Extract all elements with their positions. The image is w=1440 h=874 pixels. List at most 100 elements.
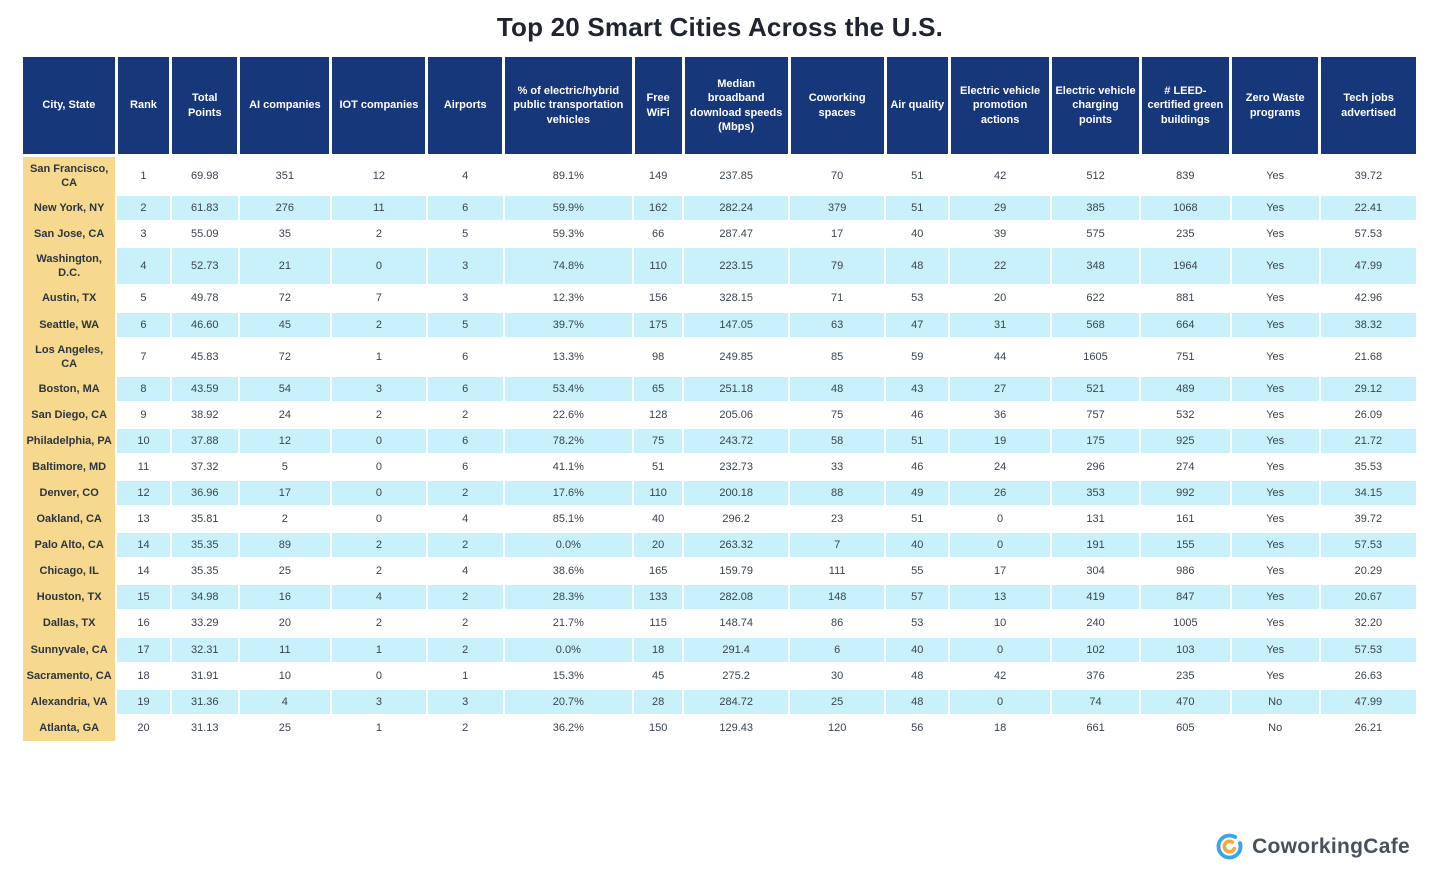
table-cell: 12	[116, 480, 172, 508]
table-cell: 282.08	[683, 584, 791, 612]
table-row: Houston, TX 15 34.98 16 4 2 28.3% 133 282.08 148 5…	[23, 584, 1416, 612]
table-cell: 348	[1050, 247, 1142, 287]
table-cell: 34.98	[170, 584, 240, 612]
table-row: Baltimore, MD 11 37.32 5 0 6 41.1% 51 232.73 33 46…	[23, 454, 1416, 482]
table-cell: 40	[633, 506, 685, 534]
city-cell: Los Angeles, CA	[23, 337, 118, 376]
table-cell: 4	[330, 584, 428, 612]
table-cell: 205.06	[683, 401, 791, 429]
table-cell: 232.73	[683, 454, 791, 482]
table-cell: 17	[949, 558, 1052, 586]
table-cell: Yes	[1230, 375, 1321, 403]
table-cell: 6	[426, 454, 505, 482]
table-cell: 131	[1050, 506, 1142, 534]
table-cell: 6	[116, 311, 172, 339]
table-cell: 63	[789, 311, 887, 339]
table-cell: 20	[633, 532, 685, 560]
table-cell: 1	[330, 714, 428, 742]
table-header: City, State Rank Total Points AI companies I…	[23, 57, 1416, 157]
table-cell: 353	[1050, 480, 1142, 508]
table-cell: 150	[633, 714, 685, 742]
page-title: Top 20 Smart Cities Across the U.S.	[496, 12, 944, 42]
table-cell: No	[1230, 688, 1321, 716]
table-cell: 7	[116, 337, 172, 377]
table-cell: 0	[949, 532, 1052, 560]
city-cell: Philadelphia, PA	[23, 427, 118, 455]
table-cell: 40	[885, 636, 951, 664]
table-cell: Yes	[1230, 311, 1321, 339]
table-cell: 839	[1140, 155, 1232, 197]
table-cell: 111	[789, 558, 887, 586]
column-header: % of electric/hybrid public transportati…	[503, 57, 635, 157]
table-cell: 36.96	[170, 480, 240, 508]
table-cell: 58	[789, 427, 887, 456]
table-cell: 27	[949, 375, 1052, 403]
table-cell: 17	[116, 636, 172, 664]
table-cell: 49	[885, 480, 951, 508]
table-cell: 78.2%	[503, 427, 635, 456]
table-cell: 149	[633, 155, 685, 197]
table-cell: 0	[330, 662, 428, 690]
column-header: Total Points	[170, 57, 241, 157]
table-row: Denver, CO 12 36.96 17 0 2 17.6% 110 200.18 88 49 2…	[23, 480, 1416, 508]
table-cell: 4	[426, 558, 505, 586]
table-cell: 5	[116, 285, 172, 313]
table-cell: 57	[885, 584, 951, 612]
city-cell: San Jose, CA	[23, 221, 118, 248]
city-cell: Chicago, IL	[23, 558, 118, 585]
table-cell: 89	[238, 532, 332, 560]
table-cell: Yes	[1230, 558, 1321, 586]
table-cell: 1	[330, 636, 428, 664]
table-cell: 20.7%	[503, 688, 635, 716]
table-cell: 20.67	[1319, 584, 1416, 612]
table-cell: 2	[426, 636, 505, 664]
table-cell: 12.3%	[503, 285, 635, 313]
table-cell: 11	[116, 454, 172, 482]
table-cell: 12	[238, 427, 332, 456]
table-cell: 59.9%	[503, 195, 635, 223]
city-cell: Denver, CO	[23, 480, 118, 507]
table-cell: 622	[1050, 285, 1142, 313]
table-cell: 79	[789, 247, 887, 287]
table-cell: 39.72	[1319, 506, 1416, 534]
table-cell: 0	[330, 480, 428, 508]
table-cell: 20.29	[1319, 558, 1416, 586]
table-cell: Yes	[1230, 454, 1321, 482]
city-cell: Sacramento, CA	[23, 662, 118, 689]
table-cell: 120	[789, 714, 887, 742]
table-cell: 18	[633, 636, 685, 664]
table-cell: 32.20	[1319, 610, 1416, 638]
table-cell: 13	[949, 584, 1052, 612]
table-cell: 296.2	[683, 506, 791, 534]
table-cell: 14	[116, 558, 172, 586]
table-cell: 28	[633, 688, 685, 716]
table-row: Alexandria, VA 19 31.36 4 3 3 20.7% 28 284.72 25 4…	[23, 688, 1416, 716]
table-cell: Yes	[1230, 285, 1321, 313]
column-header: Coworking spaces	[789, 57, 887, 157]
table-cell: 0	[330, 506, 428, 534]
smart-cities-table: City, State Rank Total Points AI companies I…	[23, 57, 1416, 742]
table-cell: 263.32	[683, 532, 791, 560]
table-cell: 235	[1140, 662, 1232, 690]
table-cell: 26	[949, 480, 1052, 508]
table-cell: 21	[238, 247, 332, 287]
table-cell: 10	[949, 610, 1052, 638]
table-cell: 243.72	[683, 427, 791, 456]
table-cell: 5	[426, 311, 505, 339]
table-cell: 3	[426, 285, 505, 313]
table-cell: 52.73	[170, 247, 240, 287]
table-cell: 0.0%	[503, 636, 635, 664]
table-cell: 155	[1140, 532, 1232, 560]
table-cell: 38.92	[170, 401, 240, 429]
brand-name: CoworkingCafe	[1252, 834, 1410, 858]
table-cell: 13.3%	[503, 337, 635, 377]
table-cell: 274	[1140, 454, 1232, 482]
table-cell: 70	[789, 155, 887, 197]
column-header: Electric vehicle promotion actions	[949, 57, 1053, 157]
table-cell: 2	[426, 714, 505, 742]
table-cell: No	[1230, 714, 1321, 742]
table-cell: 470	[1140, 688, 1232, 716]
table-cell: 2	[330, 610, 428, 638]
table-cell: 881	[1140, 285, 1232, 313]
table-cell: 16	[116, 610, 172, 638]
